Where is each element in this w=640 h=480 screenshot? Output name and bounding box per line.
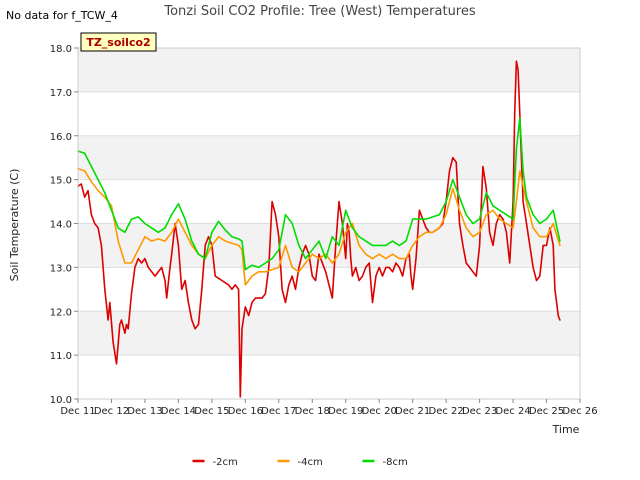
dataset-badge-box [80,32,157,52]
x-tick-label: Dec 25 [529,406,564,417]
x-tick-label: Dec 23 [462,406,497,417]
plot-band [78,48,580,92]
series-line-8cm [77,117,561,271]
x-tick-label: Dec 19 [328,406,363,417]
y-tick-label: 13.0 [50,263,72,274]
series-line-2cm [77,60,561,398]
y-tick-label: 14.0 [50,220,72,231]
x-tick-label: Dec 11 [60,406,95,417]
chart-title: Tonzi Soil CO2 Profile: Tree (West) Temp… [163,4,476,19]
x-axis-title: Time [552,423,580,436]
x-tick-label: Dec 18 [295,406,330,417]
no-data-note: No data for f_TCW_4 [6,9,118,22]
x-tick-label: Dec 24 [495,406,530,417]
y-tick-label: 11.0 [50,351,72,362]
y-tick-label: 18.0 [50,44,72,55]
x-tick-label: Dec 14 [161,406,196,417]
series-layer [77,60,561,398]
y-tick-label: 10.0 [50,395,72,406]
x-tick-label: Dec 15 [194,406,229,417]
dataset-badge: TZ_soilco2 [80,32,157,52]
legend-label: -8cm [383,457,408,468]
dataset-badge-label: TZ_soilco2 [86,36,150,49]
x-tick-label: Dec 26 [562,406,597,417]
plot-band [78,311,580,356]
y-tick-label: 16.0 [50,132,72,143]
x-tick-label: Dec 16 [228,406,263,417]
x-tick-label: Dec 21 [395,406,430,417]
x-tick-label: Dec 22 [429,406,464,417]
legend: -2cm -4cm -8cm [192,457,408,468]
x-tick-label: Dec 12 [94,406,129,417]
y-tick-label: 17.0 [50,88,72,99]
y-axis-title: Soil Temperature (C) [8,169,21,282]
y-tick-label: 12.0 [50,307,72,318]
y-tick-label: 15.0 [50,176,72,187]
x-tick-label: Dec 13 [127,406,162,417]
legend-label: -2cm [213,457,238,468]
series-line-4cm [77,167,561,286]
x-tick-label: Dec 20 [362,406,397,417]
x-tick-label: Dec 17 [261,406,296,417]
plot-band [78,135,580,180]
legend-label: -4cm [298,457,323,468]
y-axis: 10.0 11.0 12.0 13.0 14.0 15.0 16.0 17.0 18.0 [50,44,78,406]
